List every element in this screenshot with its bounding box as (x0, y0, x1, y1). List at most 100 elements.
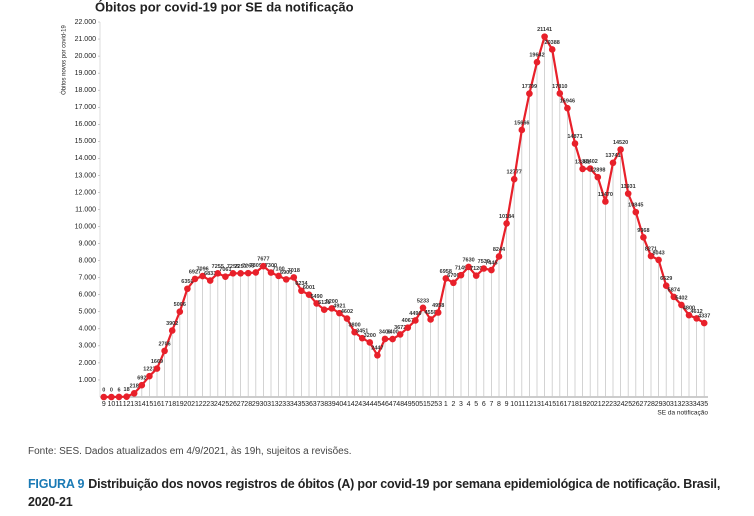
x-tick-label: 31 (670, 401, 678, 408)
data-point (510, 175, 518, 183)
x-tick-label: 14 (138, 401, 146, 408)
x-tick-label: 15 (548, 401, 556, 408)
data-label: 7539 (478, 259, 490, 265)
data-label: 8244 (493, 247, 506, 253)
data-point (146, 372, 153, 380)
x-tick-label: 52 (427, 401, 435, 408)
data-label: 7257 (234, 264, 246, 270)
data-point (594, 173, 602, 181)
data-label: 8271 (645, 246, 657, 252)
y-tick-label: 3.000 (78, 343, 96, 350)
x-tick-label: 47 (389, 401, 397, 408)
data-point (100, 393, 108, 401)
x-tick-label: 10 (108, 401, 116, 408)
data-point (374, 351, 381, 359)
data-point (541, 33, 548, 40)
data-point (206, 277, 214, 284)
data-label: 2706 (158, 341, 170, 347)
data-label: 5233 (417, 298, 429, 304)
x-tick-label: 17 (564, 401, 572, 408)
x-tick-label: 9 (505, 401, 509, 408)
x-tick-label: 33 (685, 401, 693, 408)
x-tick-label: 28 (647, 401, 655, 408)
x-tick-label: 30 (260, 401, 268, 408)
x-tick-label: 34 (290, 401, 298, 408)
x-tick-label: 51 (419, 401, 427, 408)
data-point (647, 252, 655, 260)
x-tick-label: 18 (168, 401, 176, 408)
data-point (495, 253, 503, 260)
data-label: 4602 (341, 309, 353, 315)
data-point (457, 271, 465, 279)
x-tick-label: 45 (374, 401, 382, 408)
data-point (503, 220, 510, 227)
data-label: 6234 (295, 281, 308, 287)
data-label: 6958 (440, 269, 452, 275)
data-label: 4800 (683, 306, 695, 312)
data-point (472, 272, 480, 279)
x-tick-label: 20 (184, 401, 192, 408)
data-point (427, 316, 434, 323)
data-point (130, 389, 138, 397)
x-tick-label: 32 (678, 401, 686, 408)
data-point (290, 274, 298, 281)
data-label: 14871 (567, 134, 582, 140)
data-label: 7300 (265, 263, 277, 269)
data-point (351, 328, 358, 336)
data-label: 10845 (628, 203, 643, 209)
data-label: 7255 (212, 264, 224, 270)
x-tick-label: 26 (632, 401, 640, 408)
data-label: 7149 (455, 266, 467, 272)
y-tick-label: 15.000 (75, 138, 97, 145)
chart: Óbitos por covid-19 por SE da notificaçã… (61, 0, 711, 417)
data-label: 5200 (326, 299, 338, 305)
x-tick-label: 22 (602, 401, 610, 408)
data-label: 7100 (272, 266, 284, 272)
y-tick-label: 21.000 (75, 36, 97, 43)
x-tick-label: 24 (214, 401, 222, 408)
data-label: 14520 (613, 140, 628, 146)
data-label: 21141 (537, 27, 552, 33)
y-tick-label: 10.000 (75, 223, 97, 230)
x-tick-label: 46 (381, 401, 389, 408)
data-point (564, 104, 571, 112)
data-point (655, 256, 662, 264)
data-label: 3400 (386, 329, 398, 335)
data-point (624, 190, 632, 197)
data-point (533, 58, 541, 66)
data-point (662, 282, 670, 290)
x-tick-label: 10 (510, 401, 518, 408)
figure-caption: FIGURA 9 Distribuição dos novos registros… (28, 475, 748, 511)
data-label: 5874 (668, 287, 681, 293)
data-point (168, 327, 176, 334)
data-point (229, 270, 237, 277)
data-point (571, 140, 579, 147)
x-tick-label: 16 (153, 401, 161, 408)
data-point (366, 339, 374, 346)
data-label: 3406 (379, 329, 391, 335)
x-tick-label: 23 (609, 401, 617, 408)
chart-title: Óbitos por covid-19 por SE da notificaçã… (95, 0, 354, 14)
x-tick-label: 35 (700, 401, 708, 408)
data-point (191, 275, 199, 283)
x-tick-label: 50 (412, 401, 420, 408)
x-tick-label: 26 (229, 401, 237, 408)
data-point (640, 234, 647, 241)
data-label: 5121 (318, 300, 330, 306)
x-tick-label: 19 (579, 401, 587, 408)
data-point (214, 270, 222, 277)
data-label: 1669 (151, 359, 163, 365)
data-point (336, 309, 343, 317)
data-point (526, 90, 533, 97)
y-tick-label: 17.000 (75, 104, 97, 111)
data-point (632, 208, 640, 216)
data-point (108, 393, 115, 401)
data-label: 11470 (598, 192, 613, 198)
data-label: 6700 (447, 273, 459, 279)
y-tick-label: 19.000 (75, 70, 97, 77)
data-point (244, 269, 252, 277)
data-label: 4337 (698, 314, 710, 320)
x-tick-label: 20 (586, 401, 594, 408)
x-tick-label: 43 (358, 401, 366, 408)
